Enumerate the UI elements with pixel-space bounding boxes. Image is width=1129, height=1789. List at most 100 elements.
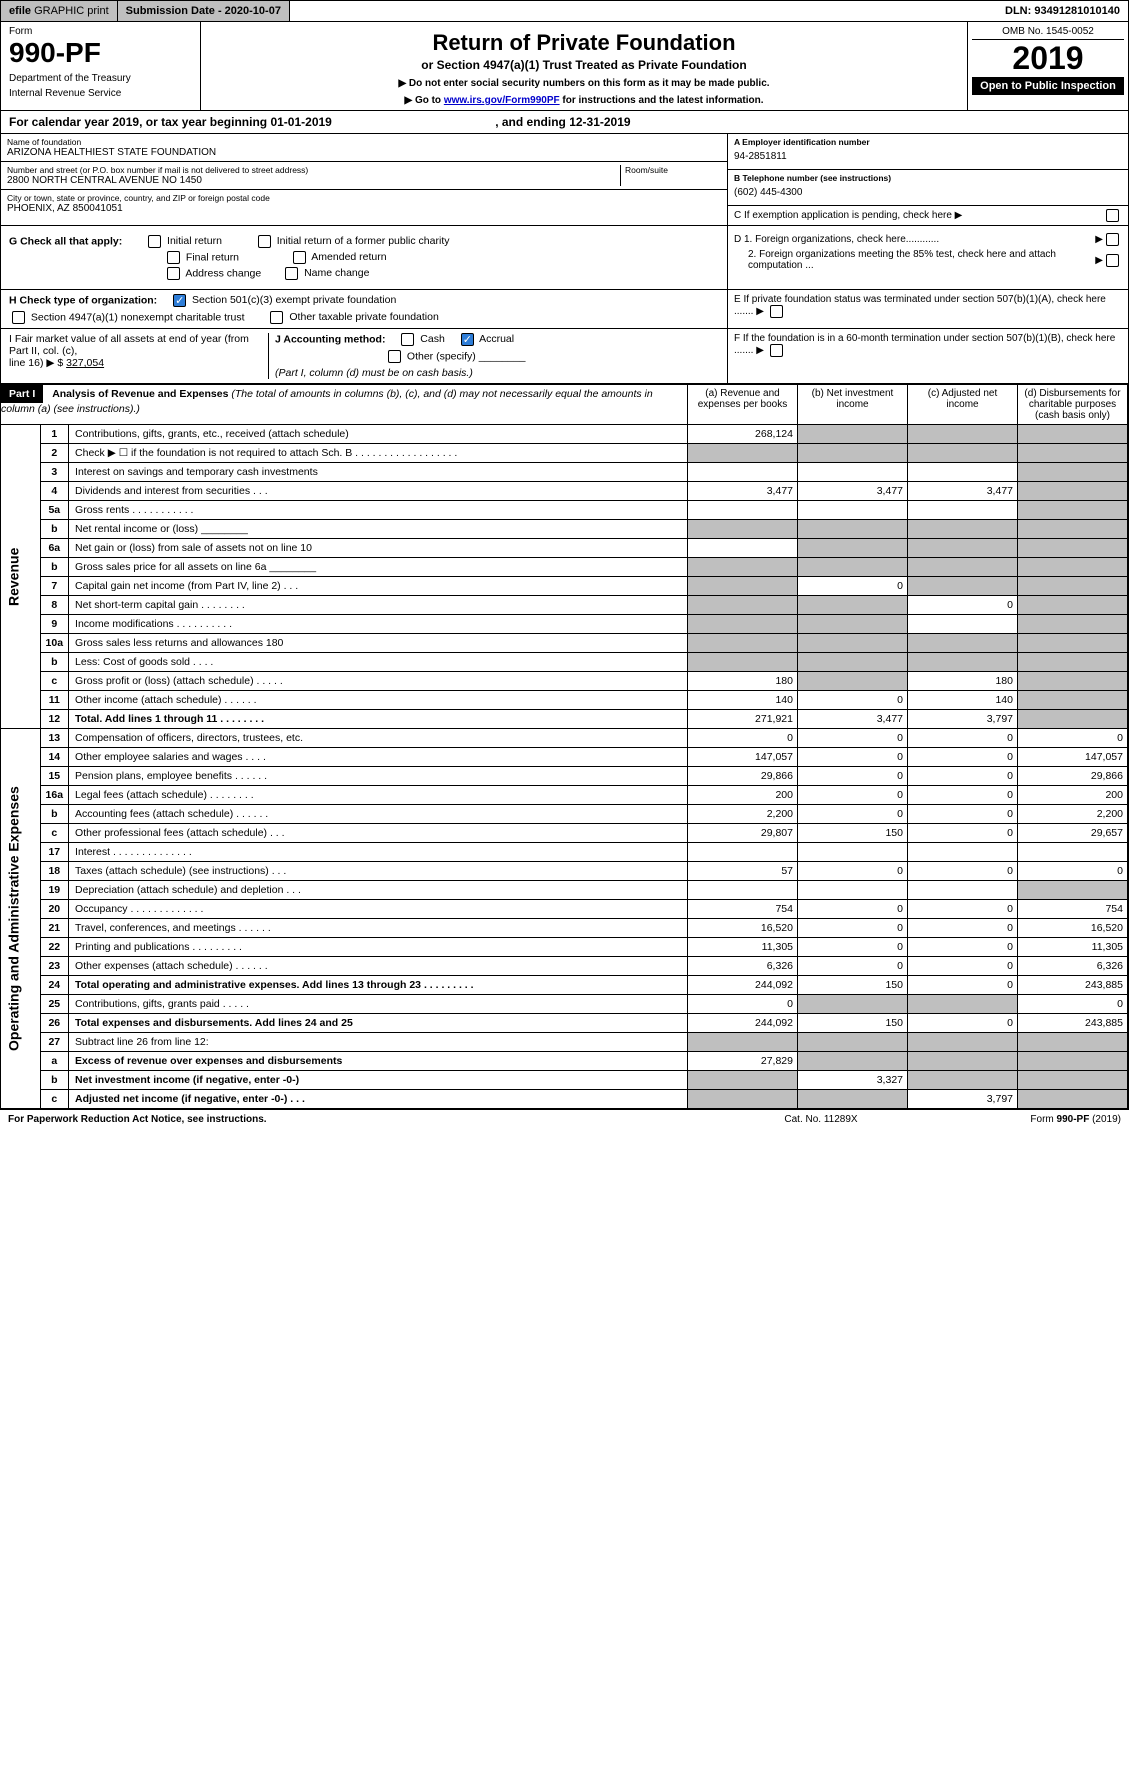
amount-cell-d [1018, 881, 1128, 900]
amount-cell-a: 11,305 [688, 938, 798, 957]
table-row: cOther professional fees (attach schedul… [1, 824, 1128, 843]
g-opt-address: Address change [185, 267, 261, 279]
h-501c3-checkbox[interactable] [173, 294, 186, 307]
line-cell: 9Income modifications . . . . . . . . . … [40, 615, 687, 634]
part1-title: Analysis of Revenue and Expenses [52, 388, 228, 400]
amount-cell-c: 0 [908, 596, 1018, 615]
amount-cell-c [908, 881, 1018, 900]
g-final-checkbox[interactable] [167, 251, 180, 264]
amount-cell-d [1018, 539, 1128, 558]
line-cell: 4Dividends and interest from securities … [40, 482, 687, 501]
d2-checkbox[interactable] [1106, 254, 1119, 267]
line-number: 6a [41, 539, 69, 557]
line-number: 15 [41, 767, 69, 785]
amount-cell-b [798, 843, 908, 862]
table-row: 9Income modifications . . . . . . . . . … [1, 615, 1128, 634]
line-cell: 26Total expenses and disbursements. Add … [40, 1014, 687, 1033]
c-checkbox[interactable] [1106, 209, 1119, 222]
line-number: 26 [41, 1014, 69, 1032]
f-text: F If the foundation is in a 60-month ter… [734, 333, 1115, 356]
line-description: Check ▶ ☐ if the foundation is not requi… [69, 444, 687, 462]
amount-cell-b [798, 463, 908, 482]
col-d-header: (d) Disbursements for charitable purpose… [1018, 385, 1128, 425]
h-other-checkbox[interactable] [270, 311, 283, 324]
amount-cell-a: 3,477 [688, 482, 798, 501]
header-center: Return of Private Foundation or Section … [201, 22, 968, 110]
submission-date: Submission Date - 2020-10-07 [118, 1, 290, 21]
amount-cell-b: 0 [798, 577, 908, 596]
amount-cell-b: 150 [798, 976, 908, 995]
dept-line1: Department of the Treasury [9, 73, 192, 84]
line-number: 9 [41, 615, 69, 633]
info-right: A Employer identification number 94-2851… [728, 134, 1128, 225]
line-description: Travel, conferences, and meetings . . . … [69, 919, 687, 937]
amount-cell-d [1018, 1033, 1128, 1052]
line-number: c [41, 1090, 69, 1108]
line-description: Taxes (attach schedule) (see instruction… [69, 862, 687, 880]
line-cell: 23Other expenses (attach schedule) . . .… [40, 957, 687, 976]
form-link[interactable]: www.irs.gov/Form990PF [444, 95, 560, 106]
amount-cell-d [1018, 558, 1128, 577]
amount-cell-d [1018, 463, 1128, 482]
table-row: 12Total. Add lines 1 through 11 . . . . … [1, 710, 1128, 729]
table-row: 21Travel, conferences, and meetings . . … [1, 919, 1128, 938]
line-cell: 6aNet gain or (loss) from sale of assets… [40, 539, 687, 558]
g-initial-checkbox[interactable] [148, 235, 161, 248]
line-cell: 7Capital gain net income (from Part IV, … [40, 577, 687, 596]
line-description: Less: Cost of goods sold . . . . [69, 653, 687, 671]
amount-cell-d: 243,885 [1018, 1014, 1128, 1033]
line-cell: 20Occupancy . . . . . . . . . . . . . [40, 900, 687, 919]
table-row: 10aGross sales less returns and allowanc… [1, 634, 1128, 653]
amount-cell-b: 3,477 [798, 482, 908, 501]
amount-cell-c [908, 520, 1018, 539]
amount-cell-b [798, 596, 908, 615]
line-cell: bGross sales price for all assets on lin… [40, 558, 687, 577]
g-initial-former-checkbox[interactable] [258, 235, 271, 248]
amount-cell-c: 0 [908, 1014, 1018, 1033]
f-checkbox[interactable] [770, 344, 783, 357]
city-value: PHOENIX, AZ 850041051 [7, 203, 721, 214]
line-cell: bNet rental income or (loss) ________ [40, 520, 687, 539]
amount-cell-d [1018, 710, 1128, 729]
line-cell: 13Compensation of officers, directors, t… [40, 729, 687, 748]
line-number: 11 [41, 691, 69, 709]
top-bar: efile GRAPHIC print Submission Date - 20… [0, 0, 1129, 22]
table-row: 11Other income (attach schedule) . . . .… [1, 691, 1128, 710]
table-row: 20Occupancy . . . . . . . . . . . . .754… [1, 900, 1128, 919]
line-cell: 17Interest . . . . . . . . . . . . . . [40, 843, 687, 862]
amount-cell-c: 0 [908, 919, 1018, 938]
g-amended-checkbox[interactable] [293, 251, 306, 264]
amount-cell-b: 150 [798, 824, 908, 843]
cal-begin: 01-01-2019 [270, 115, 331, 129]
amount-cell-a [688, 634, 798, 653]
d1-checkbox[interactable] [1106, 233, 1119, 246]
amount-cell-d: 200 [1018, 786, 1128, 805]
amount-cell-b [798, 634, 908, 653]
h-row: H Check type of organization: Section 50… [0, 290, 1129, 329]
efile-label: efile GRAPHIC print [1, 1, 118, 21]
header-row-table: Part I Analysis of Revenue and Expenses … [1, 385, 1128, 425]
line-description: Occupancy . . . . . . . . . . . . . [69, 900, 687, 918]
amount-cell-c: 0 [908, 862, 1018, 881]
footer-right-form: 990-PF [1057, 1114, 1090, 1125]
line-cell: bNet investment income (if negative, ent… [40, 1071, 687, 1090]
line-cell: 1Contributions, gifts, grants, etc., rec… [40, 425, 687, 444]
g-name-checkbox[interactable] [285, 267, 298, 280]
table-row: 25Contributions, gifts, grants paid . . … [1, 995, 1128, 1014]
line-description: Pension plans, employee benefits . . . .… [69, 767, 687, 785]
line-cell: bLess: Cost of goods sold . . . . [40, 653, 687, 672]
j-accrual-checkbox[interactable] [461, 333, 474, 346]
e-checkbox[interactable] [770, 305, 783, 318]
amount-cell-d: 0 [1018, 995, 1128, 1014]
j-other-checkbox[interactable] [388, 350, 401, 363]
line-description: Other expenses (attach schedule) . . . .… [69, 957, 687, 975]
h-4947-checkbox[interactable] [12, 311, 25, 324]
amount-cell-c: 0 [908, 748, 1018, 767]
line-number: a [41, 1052, 69, 1070]
line-number: 24 [41, 976, 69, 994]
table-row: 8Net short-term capital gain . . . . . .… [1, 596, 1128, 615]
amount-cell-d: 147,057 [1018, 748, 1128, 767]
g-address-checkbox[interactable] [167, 267, 180, 280]
h-opt3: Other taxable private foundation [289, 311, 438, 323]
j-cash-checkbox[interactable] [401, 333, 414, 346]
